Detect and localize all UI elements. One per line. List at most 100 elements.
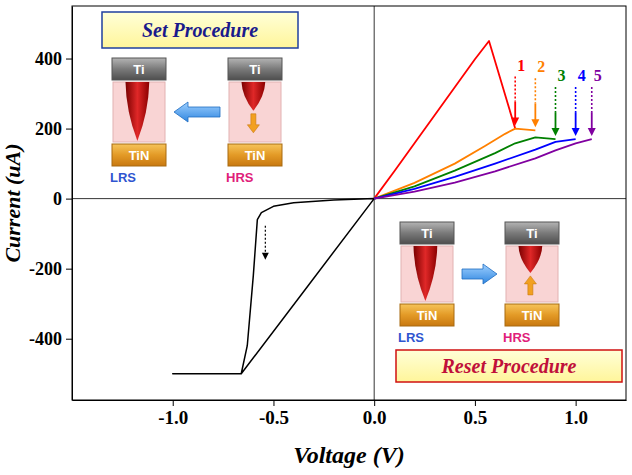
device-bottom-label: TiN	[417, 308, 438, 323]
device-top-label: Ti	[133, 62, 144, 77]
y-tick-label: -200	[29, 259, 62, 279]
iv-curve	[374, 137, 555, 198]
set-arrow-dotted	[265, 226, 266, 254]
filament	[126, 82, 150, 141]
filament	[519, 246, 543, 273]
curve-arrow-head	[588, 128, 596, 136]
x-tick-label: -0.5	[259, 407, 289, 428]
y-axis-title: Current (uA)	[0, 143, 25, 262]
device-state-label: HRS	[503, 330, 531, 345]
curve-arrow-head	[511, 118, 519, 126]
inset: Reset ProcedureTiTiNLRSTiTiNHRS	[396, 222, 622, 382]
x-tick: 0.5	[464, 400, 488, 428]
curve-label: 5	[594, 67, 602, 84]
state-arrow	[247, 114, 259, 133]
iv-curve	[374, 129, 535, 199]
device-bottom-label: TiN	[522, 308, 543, 323]
device-bottom-label: TiN	[129, 148, 150, 163]
x-tick: -1.0	[158, 400, 188, 428]
chart-svg: -1.0-0.50.00.51.0-400-2000200400Voltage …	[0, 0, 632, 475]
device-bottom-electrode	[228, 144, 282, 166]
filament	[414, 246, 438, 301]
curve-label: 3	[557, 67, 565, 84]
curve-arrow-shaft	[534, 103, 536, 120]
y-tick: 200	[35, 119, 72, 139]
device-bottom-electrode	[400, 304, 454, 326]
curve-label: 2	[537, 58, 545, 75]
curve-arrow-shaft	[591, 112, 593, 129]
y-tick-mark	[66, 199, 72, 200]
x-tick-mark	[273, 400, 274, 406]
y-tick: 0	[53, 189, 72, 209]
y-tick-label: 0	[53, 189, 62, 209]
curve-arrow-dotted	[591, 87, 593, 112]
x-tick-mark	[374, 400, 375, 406]
device: Ti TiN HRS	[226, 58, 282, 185]
inset-title: Reset Procedure	[441, 355, 577, 377]
curve-label: 4	[578, 67, 586, 84]
device: Ti TiN HRS	[503, 222, 559, 345]
y-tick-mark	[66, 129, 72, 130]
curve-arrow-head	[572, 128, 580, 136]
device-top-label: Ti	[249, 62, 260, 77]
device: TiTiNLRS	[398, 222, 454, 345]
state-arrow	[524, 276, 536, 295]
inset: Set Procedure Ti TiN LRS Ti TiN HRS	[102, 12, 298, 185]
y-axis-line	[72, 7, 73, 401]
y-tick: -200	[29, 259, 72, 279]
x-axis-line	[73, 400, 627, 401]
procedure-arrow	[462, 264, 497, 284]
curve-arrow-dotted	[535, 78, 537, 103]
iv-curve	[374, 139, 575, 199]
device-top-electrode	[400, 222, 454, 244]
device-body	[229, 82, 281, 142]
y-tick: 400	[35, 49, 72, 69]
x-tick-mark	[173, 400, 174, 406]
curve-arrow-head	[551, 128, 559, 136]
inset-title-box	[102, 12, 298, 48]
iv-curve	[173, 199, 374, 374]
device-bottom-label: TiN	[245, 148, 266, 163]
device-bottom-electrode	[112, 144, 166, 166]
x-tick-label: 1.0	[564, 407, 588, 428]
procedure-arrow	[174, 102, 220, 122]
device: Ti TiN LRS	[110, 58, 166, 185]
device-body	[506, 246, 558, 302]
curve-arrow-dotted	[514, 77, 516, 102]
zero-line-x	[374, 6, 375, 400]
y-tick-mark	[66, 59, 72, 60]
x-tick-label: -1.0	[158, 407, 188, 428]
device-body	[113, 82, 165, 142]
curve-arrow-shaft	[555, 112, 557, 129]
y-tick-label: 400	[35, 49, 62, 69]
curve-arrow-shaft	[575, 112, 577, 129]
curve-arrow-dotted	[555, 87, 557, 112]
device-top-electrode	[228, 58, 282, 80]
plot-area	[173, 41, 592, 374]
y-tick-mark	[66, 339, 72, 340]
x-tick-label: 0.0	[363, 407, 387, 428]
y-tick-mark	[66, 269, 72, 270]
curve-arrow-shaft	[514, 102, 516, 119]
device-top-label: Ti	[526, 226, 537, 241]
device-body	[401, 246, 453, 302]
y-tick: -400	[29, 329, 72, 349]
device-state-label: HRS	[226, 170, 254, 185]
device-top-label: Ti	[421, 226, 432, 241]
plot-frame	[72, 6, 626, 400]
inset-title-box	[396, 350, 622, 382]
device-top-electrode	[112, 58, 166, 80]
x-tick: 0.0	[363, 400, 387, 428]
filament	[242, 82, 266, 111]
inset-title: Set Procedure	[142, 19, 258, 41]
x-tick-mark	[475, 400, 476, 406]
x-tick: -0.5	[259, 400, 289, 428]
curve-arrow-head	[531, 119, 539, 127]
curve-arrow-dotted	[575, 87, 577, 112]
y-tick-label: -400	[29, 329, 62, 349]
chart-root: -1.0-0.50.00.51.0-400-2000200400Voltage …	[0, 0, 632, 475]
device-bottom-electrode	[505, 304, 559, 326]
device-state-label: LRS	[110, 170, 136, 185]
iv-curve	[374, 139, 592, 199]
x-axis: -1.0 -0.5 0.0 0.5 1.0	[73, 400, 627, 428]
